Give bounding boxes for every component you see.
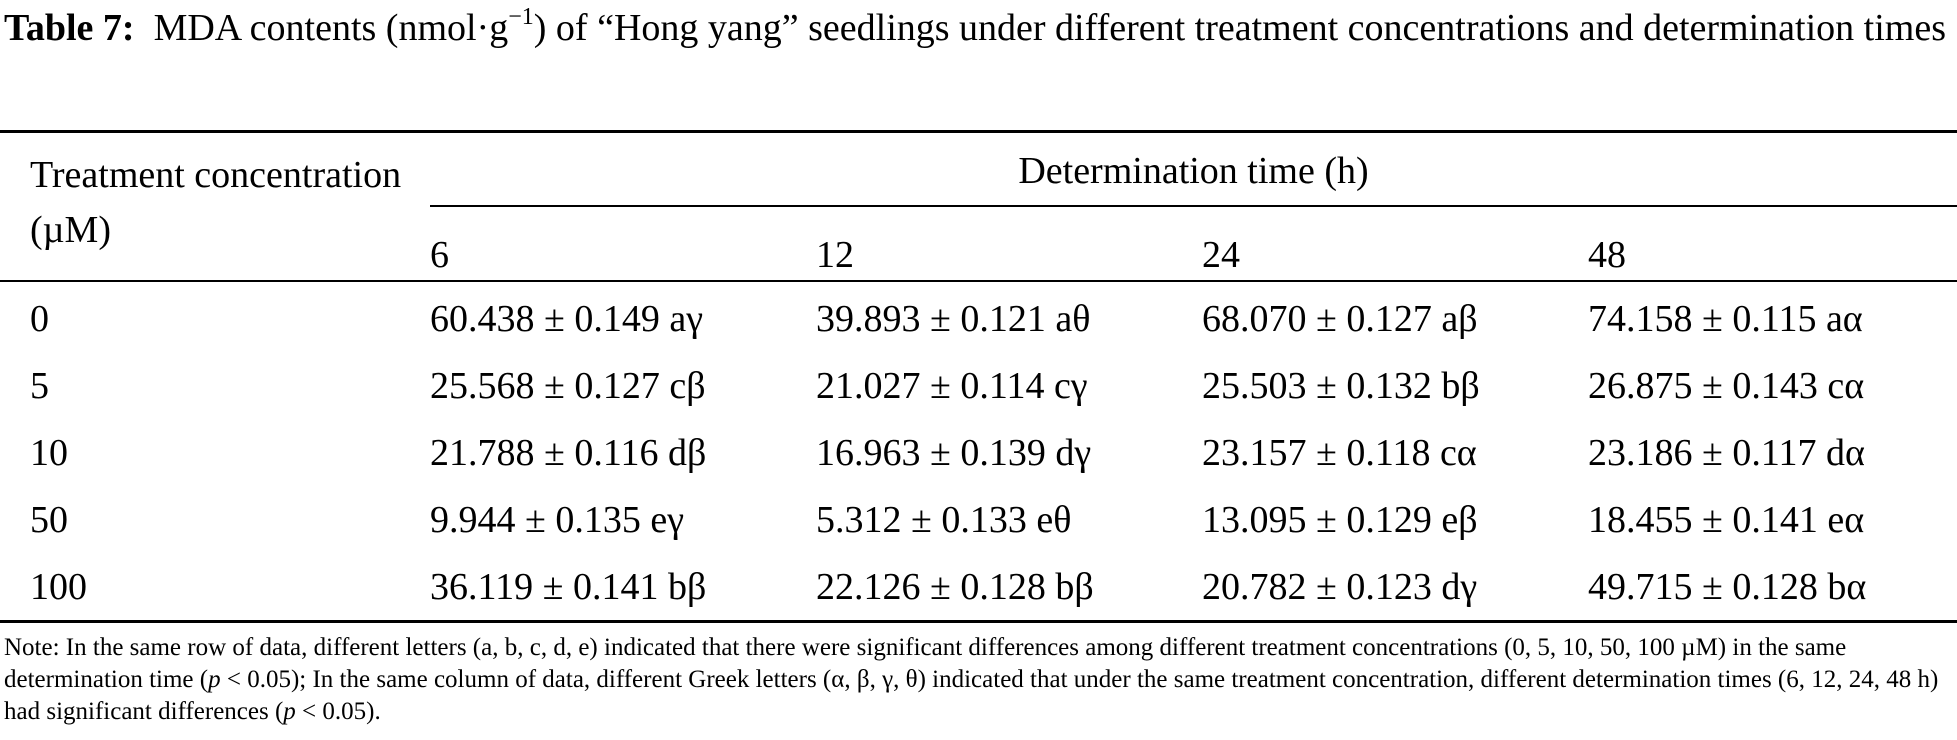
row-3-value-48h: 18.455 ± 0.141 eα <box>1588 499 1865 541</box>
caption-text-end: ) of “Hong yang” seedlings under differe… <box>533 7 1946 49</box>
row-2-value-48h: 23.186 ± 0.117 dα <box>1588 432 1865 474</box>
caption-superscript: −1 <box>508 4 534 30</box>
row-0-concentration: 0 <box>30 298 49 340</box>
column-header-48h: 48 <box>1588 234 1626 276</box>
note-p-italic-2: p <box>283 698 296 725</box>
caption-label: Table 7: <box>4 7 135 49</box>
header-bottom-rule <box>0 280 1957 282</box>
row-1-concentration: 5 <box>30 365 49 407</box>
row-2-value-12h: 16.963 ± 0.139 dγ <box>816 432 1092 474</box>
row-3-value-24h: 13.095 ± 0.129 eβ <box>1202 499 1478 541</box>
table-bottom-rule <box>0 620 1957 623</box>
row-4-value-12h: 22.126 ± 0.128 bβ <box>816 566 1094 608</box>
row-2-value-24h: 23.157 ± 0.118 cα <box>1202 432 1477 474</box>
row-0-value-12h: 39.893 ± 0.121 aθ <box>816 298 1091 340</box>
row-3-value-12h: 5.312 ± 0.133 eθ <box>816 499 1072 541</box>
stub-header: Treatment concentration (µM) <box>30 154 402 251</box>
column-header-24h: 24 <box>1202 234 1240 276</box>
note-text-2: < 0.05); In the same column of data, dif… <box>4 666 1939 725</box>
row-2-value-6h: 21.788 ± 0.116 dβ <box>430 432 707 474</box>
row-4-value-6h: 36.119 ± 0.141 bβ <box>430 566 707 608</box>
row-1-value-24h: 25.503 ± 0.132 bβ <box>1202 365 1480 407</box>
note-p-italic-1: p <box>208 666 221 693</box>
note-text-1: Note: In the same row of data, different… <box>4 634 1847 693</box>
caption-text-start: MDA contents (nmol·g <box>153 7 509 49</box>
row-0-value-48h: 74.158 ± 0.115 aα <box>1588 298 1863 340</box>
row-3-value-6h: 9.944 ± 0.135 eγ <box>430 499 685 541</box>
row-1-value-12h: 21.027 ± 0.114 cγ <box>816 365 1088 407</box>
row-1-value-6h: 25.568 ± 0.127 cβ <box>430 365 706 407</box>
row-3-concentration: 50 <box>30 499 68 541</box>
row-4-value-24h: 20.782 ± 0.123 dγ <box>1202 566 1478 608</box>
row-0-value-6h: 60.438 ± 0.149 aγ <box>430 298 704 340</box>
column-header-12h: 12 <box>816 234 854 276</box>
table-top-rule <box>0 130 1957 133</box>
table-caption: Table 7: MDA contents (nmol·g−1) of “Hon… <box>4 4 1952 52</box>
note-text-3: < 0.05). <box>295 698 381 725</box>
table-note: Note: In the same row of data, different… <box>4 632 1954 728</box>
row-4-value-48h: 49.715 ± 0.128 bα <box>1588 566 1867 608</box>
column-header-6h: 6 <box>430 234 449 276</box>
row-1-value-48h: 26.875 ± 0.143 cα <box>1588 365 1865 407</box>
row-2-concentration: 10 <box>30 432 68 474</box>
row-0-value-24h: 68.070 ± 0.127 aβ <box>1202 298 1478 340</box>
row-4-concentration: 100 <box>30 566 87 608</box>
spanner-rule <box>430 205 1957 207</box>
spanner-header: Determination time (h) <box>1018 150 1369 192</box>
